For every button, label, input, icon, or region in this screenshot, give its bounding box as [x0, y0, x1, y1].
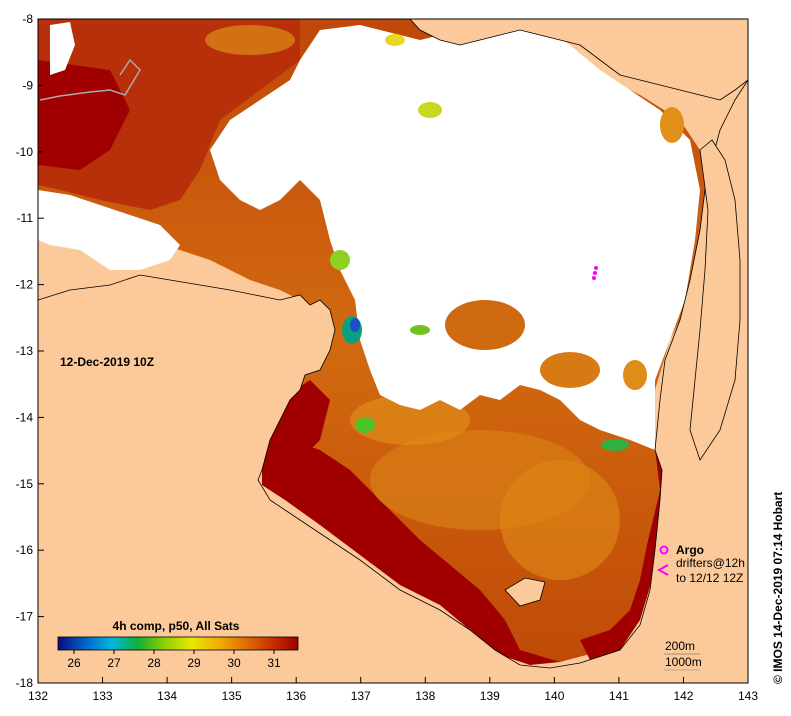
latitude-tick-label: -15: [16, 477, 34, 491]
colorbar-ticks: 26 27 28 29 30 31: [67, 650, 281, 670]
eastern-coastal-hot-band: [580, 450, 665, 660]
sst-patch-under-cloud: [205, 25, 295, 55]
map-plot-area: [38, 19, 748, 683]
cool-spot: [330, 250, 350, 270]
latitude-tick-label: -16: [16, 543, 34, 557]
contour-200m-label: 200m: [665, 639, 695, 653]
composite-label: 4h comp, p50, All Sats: [113, 619, 240, 633]
latitude-tick-label: -12: [16, 278, 34, 292]
imos-credit: © IMOS 14-Dec-2019 07:14 Hobart: [771, 492, 785, 684]
sst-patch: [350, 395, 470, 445]
colorbar-tick-label: 26: [67, 656, 81, 670]
longitude-tick-label: 141: [609, 689, 629, 703]
cloud-mask-nw: [50, 22, 75, 75]
drifter-legend-icon: [656, 564, 669, 576]
longitude-tick-label: 136: [286, 689, 306, 703]
contour-1000m-label: 1000m: [665, 655, 702, 669]
longitude-axis: 132 133 134 135 136 137 138 139 140 141 142 143: [28, 677, 758, 703]
latitude-tick-label: -10: [16, 145, 34, 159]
arafura-sst-field: [38, 19, 300, 210]
argo-legend-icon: [659, 545, 669, 555]
longitude-tick-label: 137: [351, 689, 371, 703]
longitude-tick-label: 142: [673, 689, 693, 703]
colorbar-tick-label: 31: [267, 656, 281, 670]
sst-patch-under-cloud: [540, 352, 600, 388]
longitude-tick-label: 139: [480, 689, 500, 703]
latitude-tick-label: -17: [16, 610, 34, 624]
coastline-detail: [39, 58, 141, 101]
latitude-tick-label: -13: [16, 344, 34, 358]
longitude-tick-label: 143: [738, 689, 758, 703]
colorbar-tick-label: 30: [227, 656, 241, 670]
longitude-tick-label: 133: [93, 689, 113, 703]
longitude-tick-label: 140: [544, 689, 564, 703]
legend: Argo drifters@12h to 12/12 12Z 200m 1000…: [656, 543, 745, 671]
cool-spot: [355, 417, 375, 433]
date-label: 12-Dec-2019 10Z: [60, 355, 154, 369]
latitude-tick-label: -8: [22, 12, 33, 26]
colorbar-tick-label: 28: [147, 656, 161, 670]
drifters-legend-line2: to 12/12 12Z: [676, 571, 743, 585]
cool-spot: [410, 325, 430, 335]
colorbar-tick-label: 27: [107, 656, 121, 670]
argo-float-track: [592, 266, 598, 280]
latitude-tick-label: -14: [16, 410, 34, 424]
longitude-tick-label: 138: [415, 689, 435, 703]
cloud-mask: [210, 25, 700, 450]
land-cape-york: [689, 139, 741, 461]
sst-patch-under-cloud: [445, 300, 525, 350]
drifters-legend-line1: drifters@12h: [676, 556, 745, 570]
longitude-tick-label: 135: [222, 689, 242, 703]
island-east: [504, 577, 546, 607]
cloud-mask-west: [38, 190, 180, 270]
arafura-hot-zone: [38, 60, 130, 170]
land-new-guinea: [409, 19, 748, 101]
sst-patch-under-cloud: [385, 34, 405, 46]
land-arnhem: [38, 79, 748, 683]
latitude-axis: -8 -9 -10 -11 -12 -13 -14 -15 -16 -17 -18: [16, 12, 44, 690]
longitude-tick-label: 132: [28, 689, 48, 703]
longitude-tick-label: 134: [157, 689, 177, 703]
latitude-tick-label: -18: [16, 676, 34, 690]
latitude-tick-label: -9: [22, 78, 33, 92]
latitude-tick-label: -11: [17, 211, 34, 225]
sst-patch-under-cloud: [418, 102, 442, 118]
cool-spot: [350, 318, 360, 332]
sst-patch-under-cloud: [660, 107, 684, 143]
argo-legend-label: Argo: [676, 543, 704, 557]
colorbar-scale: [57, 636, 299, 651]
sst-patch: [500, 460, 620, 580]
cool-spot: [601, 439, 629, 451]
sst-patch-under-cloud: [623, 360, 647, 390]
colorbar: 4h comp, p50, All Sats 26 27 28 29 30 31: [57, 619, 299, 670]
colorbar-tick-label: 29: [187, 656, 201, 670]
western-coastal-hot-band: [262, 380, 330, 470]
southern-coastal-hot-band: [262, 440, 560, 665]
